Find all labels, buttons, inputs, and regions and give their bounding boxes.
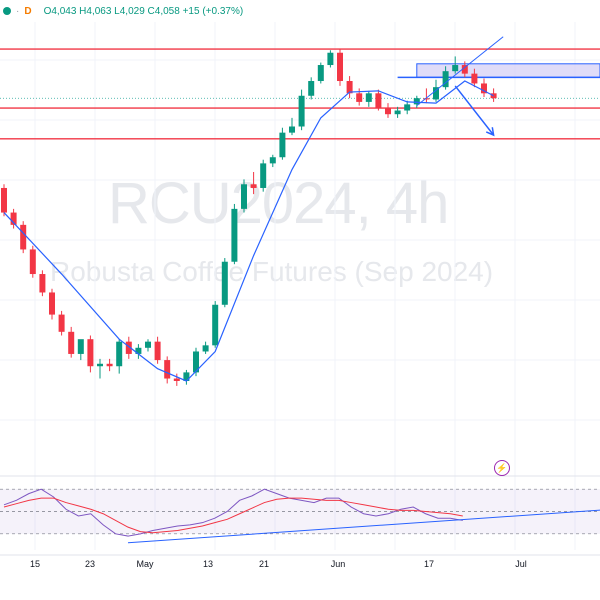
candle-body	[385, 108, 391, 115]
candle-body	[154, 341, 161, 361]
trendline	[416, 36, 504, 106]
candle-body	[356, 93, 363, 102]
rsi-ma-line	[3, 497, 463, 534]
candle-body	[289, 126, 295, 133]
candle-body	[231, 208, 238, 262]
candle-body	[68, 331, 75, 354]
candle-body	[423, 98, 430, 100]
candle-body	[135, 347, 142, 354]
x-axis[interactable]: 15 23 May 13 21 Jun 17 Jul	[0, 556, 600, 576]
candle-body	[164, 360, 171, 379]
candle-body	[461, 65, 468, 74]
candle-body	[183, 372, 190, 381]
candle-body	[58, 314, 65, 332]
candle-body	[87, 339, 94, 367]
candle-body	[173, 378, 180, 381]
arrow-head	[485, 127, 495, 137]
chart-header: · D O4,043 H4,063 L4,029 C4,058 +15 (+0.…	[0, 0, 600, 22]
x-tick-label: 23	[84, 559, 96, 569]
candle-body	[433, 87, 439, 100]
candle-body	[116, 341, 123, 367]
projection-arrow	[454, 85, 495, 136]
candle-body	[202, 345, 209, 352]
candle-body	[1, 187, 7, 213]
candle-body	[346, 81, 353, 94]
x-tick-label: 17	[423, 559, 435, 569]
candle-body	[241, 184, 247, 209]
x-tick-label: 15	[29, 559, 41, 569]
candle-body	[97, 363, 103, 367]
lightning-icon[interactable]: ⚡	[494, 460, 510, 476]
oscillator-trendline	[127, 509, 600, 544]
candle-body	[260, 163, 267, 188]
candle-body	[442, 71, 449, 88]
status-dot-icon	[3, 7, 11, 15]
candle-body	[375, 93, 382, 109]
candle-body	[452, 65, 459, 72]
candle-body	[327, 52, 334, 66]
candle-body	[298, 95, 305, 127]
resolution-label[interactable]: D	[24, 5, 32, 17]
chart-canvas[interactable]	[0, 0, 600, 556]
candle-body	[20, 224, 27, 250]
separator-dot: ·	[16, 5, 20, 17]
candle-body	[250, 184, 257, 188]
candle-body	[317, 65, 324, 82]
candle-body	[77, 339, 84, 354]
candle-body	[413, 98, 420, 105]
x-tick-label: May	[136, 559, 154, 569]
candle-body	[10, 212, 17, 225]
candle-body	[221, 261, 228, 305]
candle-body	[269, 157, 276, 164]
rsi-line	[3, 488, 463, 537]
x-tick-label: Jul	[515, 559, 527, 569]
candle-body	[404, 104, 411, 111]
candle-body	[394, 110, 401, 115]
x-tick-label: 21	[258, 559, 270, 569]
candle-body	[193, 351, 199, 373]
candle-body	[39, 274, 46, 293]
ohlc-readout: O4,043 H4,063 L4,029 C4,058 +15 (+0.37%)	[43, 5, 244, 17]
candle-body	[279, 132, 286, 158]
candle-body	[365, 93, 372, 102]
candle-body	[49, 292, 55, 315]
candle-body	[106, 363, 113, 367]
candle-body	[308, 81, 315, 96]
candle-body	[212, 304, 219, 346]
candle-body	[337, 52, 343, 82]
candle-body	[471, 73, 478, 84]
candle-body	[481, 83, 487, 94]
candle-body	[125, 341, 132, 354]
x-tick-label: Jun	[330, 559, 346, 569]
candle-body	[145, 341, 151, 348]
candle-body	[29, 249, 36, 275]
moving-average-line	[3, 80, 494, 382]
x-tick-label: 13	[202, 559, 214, 569]
